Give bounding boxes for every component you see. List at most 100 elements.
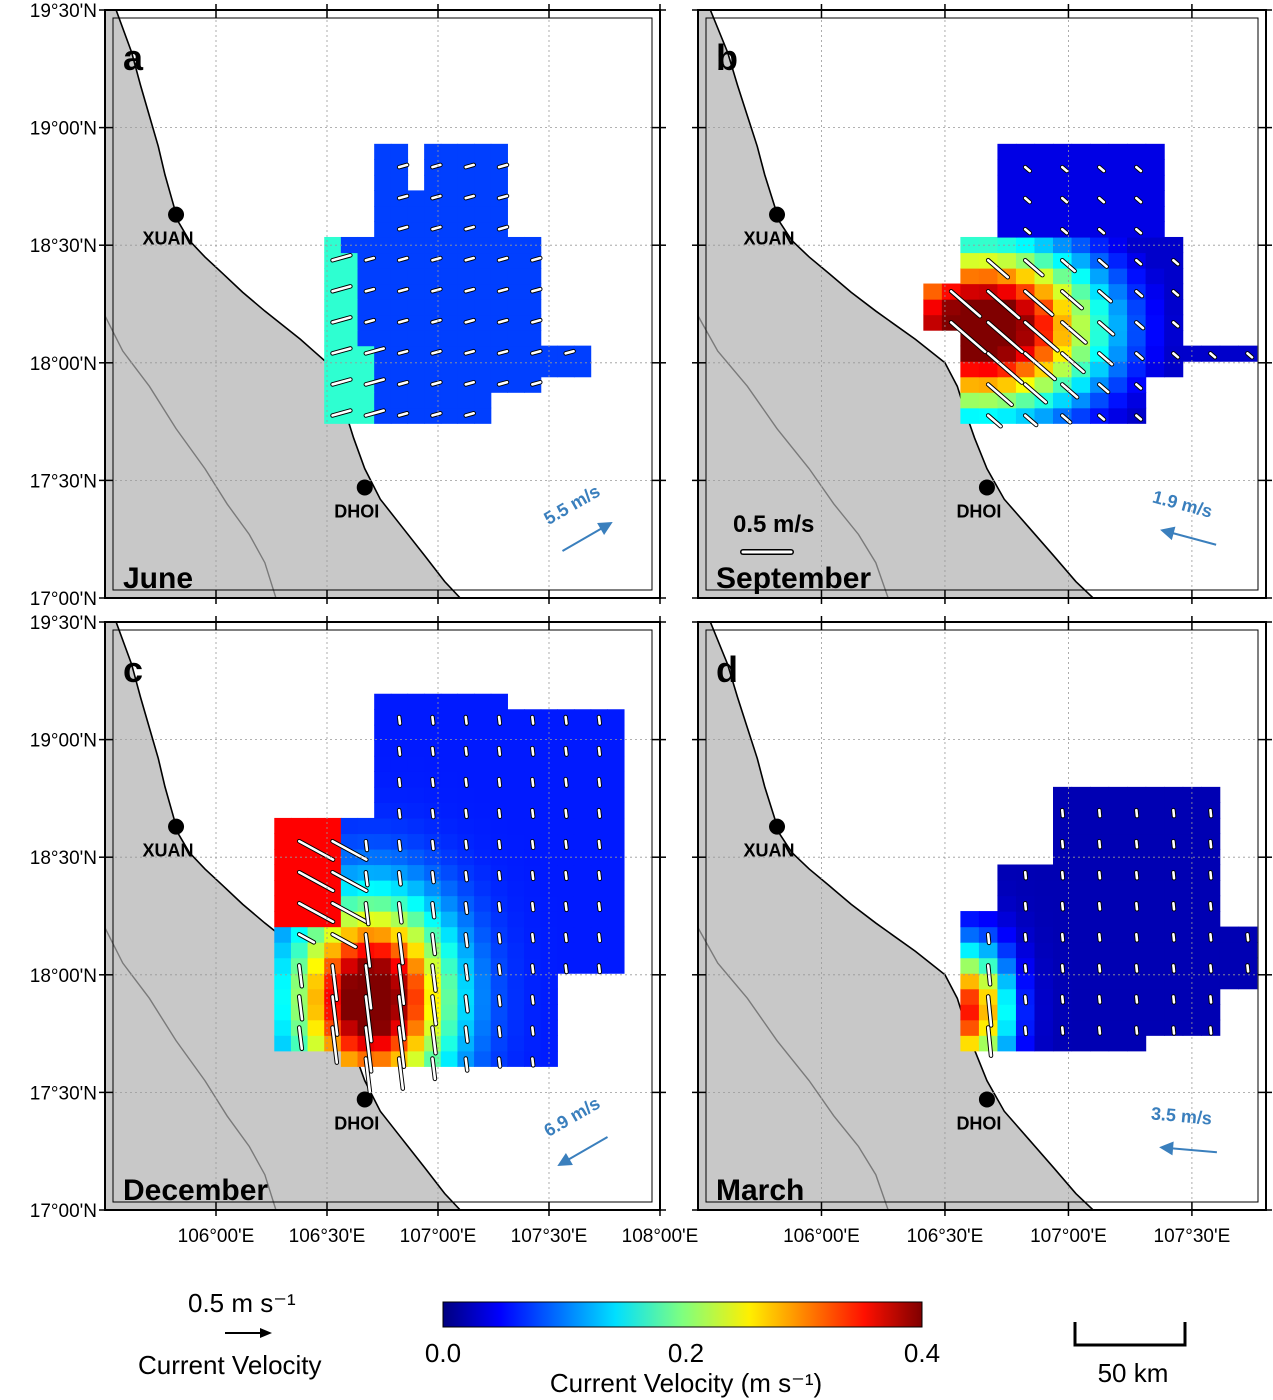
current-arrow xyxy=(1209,901,1213,911)
current-cell xyxy=(440,143,459,160)
current-arrow xyxy=(397,225,409,231)
current-cell xyxy=(1108,942,1128,959)
current-cell xyxy=(1145,314,1165,331)
current-cell xyxy=(524,268,542,285)
current-cell xyxy=(1145,143,1165,160)
current-arrow xyxy=(464,411,475,417)
current-cell xyxy=(507,911,525,928)
current-arrow xyxy=(1060,933,1065,942)
current-cell xyxy=(390,392,409,409)
current-cell xyxy=(274,833,292,850)
current-cell xyxy=(607,957,625,974)
current-arrow xyxy=(1209,933,1213,942)
current-cell xyxy=(1219,345,1239,362)
current-cell xyxy=(557,724,575,741)
current-arrow xyxy=(1209,870,1213,880)
current-cell xyxy=(997,1035,1017,1052)
current-cell xyxy=(1053,973,1073,990)
current-cell xyxy=(1201,1004,1221,1021)
current-arrow xyxy=(364,409,385,417)
current-cell xyxy=(997,880,1017,897)
lat-tick-label: 19°00'N xyxy=(30,119,97,140)
current-cell xyxy=(590,755,608,772)
current-cell xyxy=(374,283,392,300)
current-arrow xyxy=(564,349,575,355)
current-cell xyxy=(407,926,425,943)
current-cell xyxy=(407,942,425,959)
current-cell xyxy=(524,330,542,347)
current-cell xyxy=(590,848,608,866)
current-cell xyxy=(440,205,459,223)
current-cell xyxy=(1071,407,1091,424)
current-cell xyxy=(1164,268,1184,285)
current-arrow xyxy=(331,409,352,417)
current-cell xyxy=(573,864,592,881)
panel-frame xyxy=(697,621,1267,1211)
current-cell xyxy=(390,174,409,191)
current-arrow xyxy=(1060,165,1069,173)
current-cell xyxy=(407,817,425,835)
current-cell xyxy=(1090,330,1110,347)
current-arrow xyxy=(531,870,535,881)
current-arrow xyxy=(397,839,402,852)
current-cell xyxy=(557,911,575,928)
current-cell xyxy=(997,1019,1017,1036)
current-arrow xyxy=(331,933,357,949)
current-cell xyxy=(524,1035,542,1052)
current-cell xyxy=(507,973,525,990)
current-arrow xyxy=(364,378,385,386)
current-cell xyxy=(1053,236,1073,254)
current-cell xyxy=(1015,143,1036,160)
current-arrow xyxy=(1098,289,1113,303)
current-cell xyxy=(407,709,425,726)
current-cell xyxy=(474,973,492,990)
current-cell xyxy=(1127,143,1147,160)
current-cell xyxy=(457,880,475,897)
current-cell xyxy=(960,376,980,393)
current-cell xyxy=(1238,942,1258,959)
current-arrow xyxy=(1060,321,1087,344)
current-cell xyxy=(1182,345,1202,362)
panel-letter: c xyxy=(123,649,143,690)
current-cell xyxy=(1071,236,1091,254)
current-arrow xyxy=(1060,1026,1065,1035)
current-arrow xyxy=(431,318,442,324)
current-cell xyxy=(1145,205,1165,223)
current-cell xyxy=(524,911,542,928)
current-cell xyxy=(474,942,492,959)
current-cell xyxy=(607,771,625,788)
current-arrow xyxy=(1023,414,1038,427)
current-arrow xyxy=(1060,383,1079,399)
current-cell xyxy=(490,942,508,959)
current-cell xyxy=(1034,283,1054,300)
current-arrow xyxy=(1172,1026,1176,1035)
current-cell xyxy=(1034,957,1054,974)
current-cell xyxy=(324,942,342,959)
current-arrow xyxy=(397,1026,406,1069)
current-cell xyxy=(507,957,525,974)
current-cell xyxy=(997,376,1017,393)
current-arrow xyxy=(1135,227,1143,235)
current-cell xyxy=(1071,973,1091,990)
current-cell xyxy=(1182,973,1202,990)
current-cell xyxy=(374,755,392,772)
current-cell xyxy=(340,1004,359,1021)
current-cell xyxy=(474,802,492,819)
current-arrow xyxy=(597,777,602,787)
current-arrow xyxy=(531,318,542,324)
current-cell xyxy=(307,988,325,1005)
current-cell xyxy=(573,942,592,959)
current-cell xyxy=(557,361,575,378)
current-arrow xyxy=(431,901,436,919)
current-cell xyxy=(1145,361,1165,378)
current-arrow xyxy=(364,1026,373,1073)
current-arrow xyxy=(331,1026,339,1064)
city-marker xyxy=(978,479,995,496)
current-cell xyxy=(390,268,409,285)
current-arrow xyxy=(531,808,535,819)
current-cell xyxy=(1053,786,1073,803)
current-cell xyxy=(507,283,525,300)
current-cell xyxy=(923,299,943,316)
current-cell xyxy=(374,802,392,819)
current-cell xyxy=(440,693,459,710)
